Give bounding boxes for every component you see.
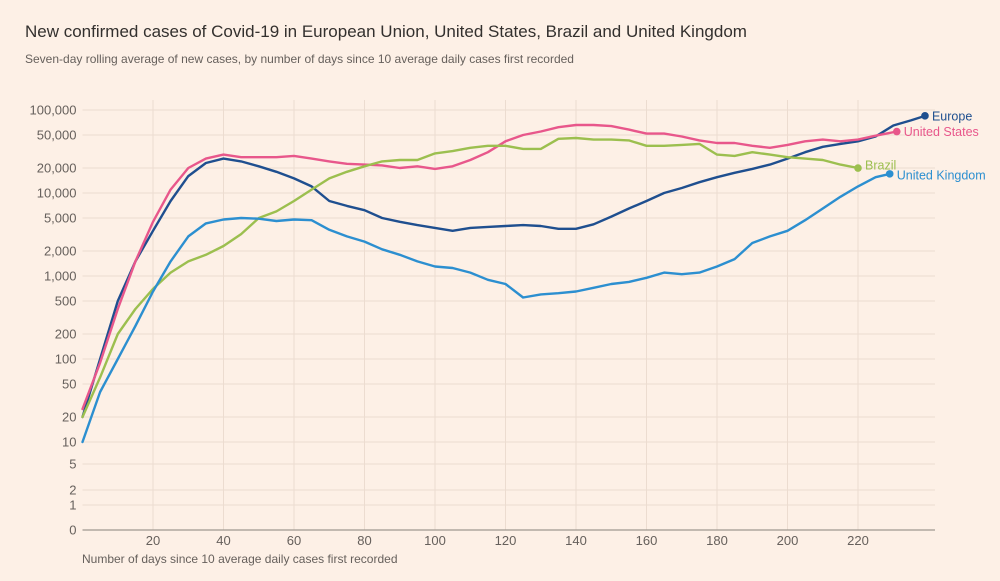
y-tick-label: 5 bbox=[69, 457, 76, 472]
series-lines bbox=[81, 114, 927, 444]
series-line-european-union bbox=[81, 114, 927, 419]
series-end-marker bbox=[854, 164, 862, 172]
x-axis-label: Number of days since 10 average daily ca… bbox=[82, 552, 398, 566]
x-tick-label: 180 bbox=[706, 533, 728, 548]
gridlines bbox=[82, 100, 935, 530]
y-tick-label: 10 bbox=[62, 435, 76, 450]
series-label: Brazil bbox=[865, 159, 896, 173]
y-tick-label: 2 bbox=[69, 483, 76, 498]
y-tick-label: 10,000 bbox=[37, 186, 77, 201]
x-tick-label: 100 bbox=[424, 533, 446, 548]
series-label: United Kingdom bbox=[897, 168, 986, 182]
x-tick-label: 140 bbox=[565, 533, 587, 548]
chart-subtitle: Seven-day rolling average of new cases, … bbox=[25, 52, 574, 66]
x-tick-label: 200 bbox=[777, 533, 799, 548]
y-tick-label: 500 bbox=[55, 293, 77, 308]
x-tick-label: 80 bbox=[357, 533, 371, 548]
y-tick-label: 5,000 bbox=[44, 210, 77, 225]
x-tick-label: 40 bbox=[216, 533, 230, 548]
y-tick-label: 2,000 bbox=[44, 244, 77, 259]
chart-title: New confirmed cases of Covid-19 in Europ… bbox=[25, 22, 747, 41]
x-tick-label: 20 bbox=[146, 533, 160, 548]
y-tick-label: 1,000 bbox=[44, 269, 77, 284]
y-tick-label: 100,000 bbox=[30, 103, 77, 118]
y-tick-label: 0 bbox=[69, 523, 76, 538]
y-tick-label: 100 bbox=[55, 352, 77, 367]
y-tick-label: 200 bbox=[55, 327, 77, 342]
series-line-united-states bbox=[81, 123, 898, 411]
y-tick-label: 1 bbox=[69, 498, 76, 513]
x-tick-label: 60 bbox=[287, 533, 301, 548]
series-label: Europe bbox=[932, 109, 972, 123]
x-tick-label: 120 bbox=[495, 533, 517, 548]
series-label: United States bbox=[904, 125, 979, 139]
y-axis-ticks: 0 12 5 10 20 50 100 200 500 1,000 2,000 5,000 10,000… bbox=[30, 103, 77, 538]
x-tick-label: 220 bbox=[847, 533, 869, 548]
y-tick-label: 50,000 bbox=[37, 127, 77, 142]
y-tick-label: 50 bbox=[62, 376, 76, 391]
y-tick-label: 20,000 bbox=[37, 161, 77, 176]
series-line-brazil bbox=[81, 136, 860, 419]
series-line-united-kingdom bbox=[81, 172, 891, 444]
series-end-marker bbox=[885, 170, 894, 178]
series-end-marker bbox=[921, 112, 929, 120]
x-axis-ticks: 20 40 60 80 100 120 140 160 180 200 220 bbox=[146, 533, 869, 548]
x-tick-label: 160 bbox=[636, 533, 658, 548]
series-end-marker bbox=[892, 127, 901, 136]
y-tick-label: 20 bbox=[62, 410, 76, 425]
